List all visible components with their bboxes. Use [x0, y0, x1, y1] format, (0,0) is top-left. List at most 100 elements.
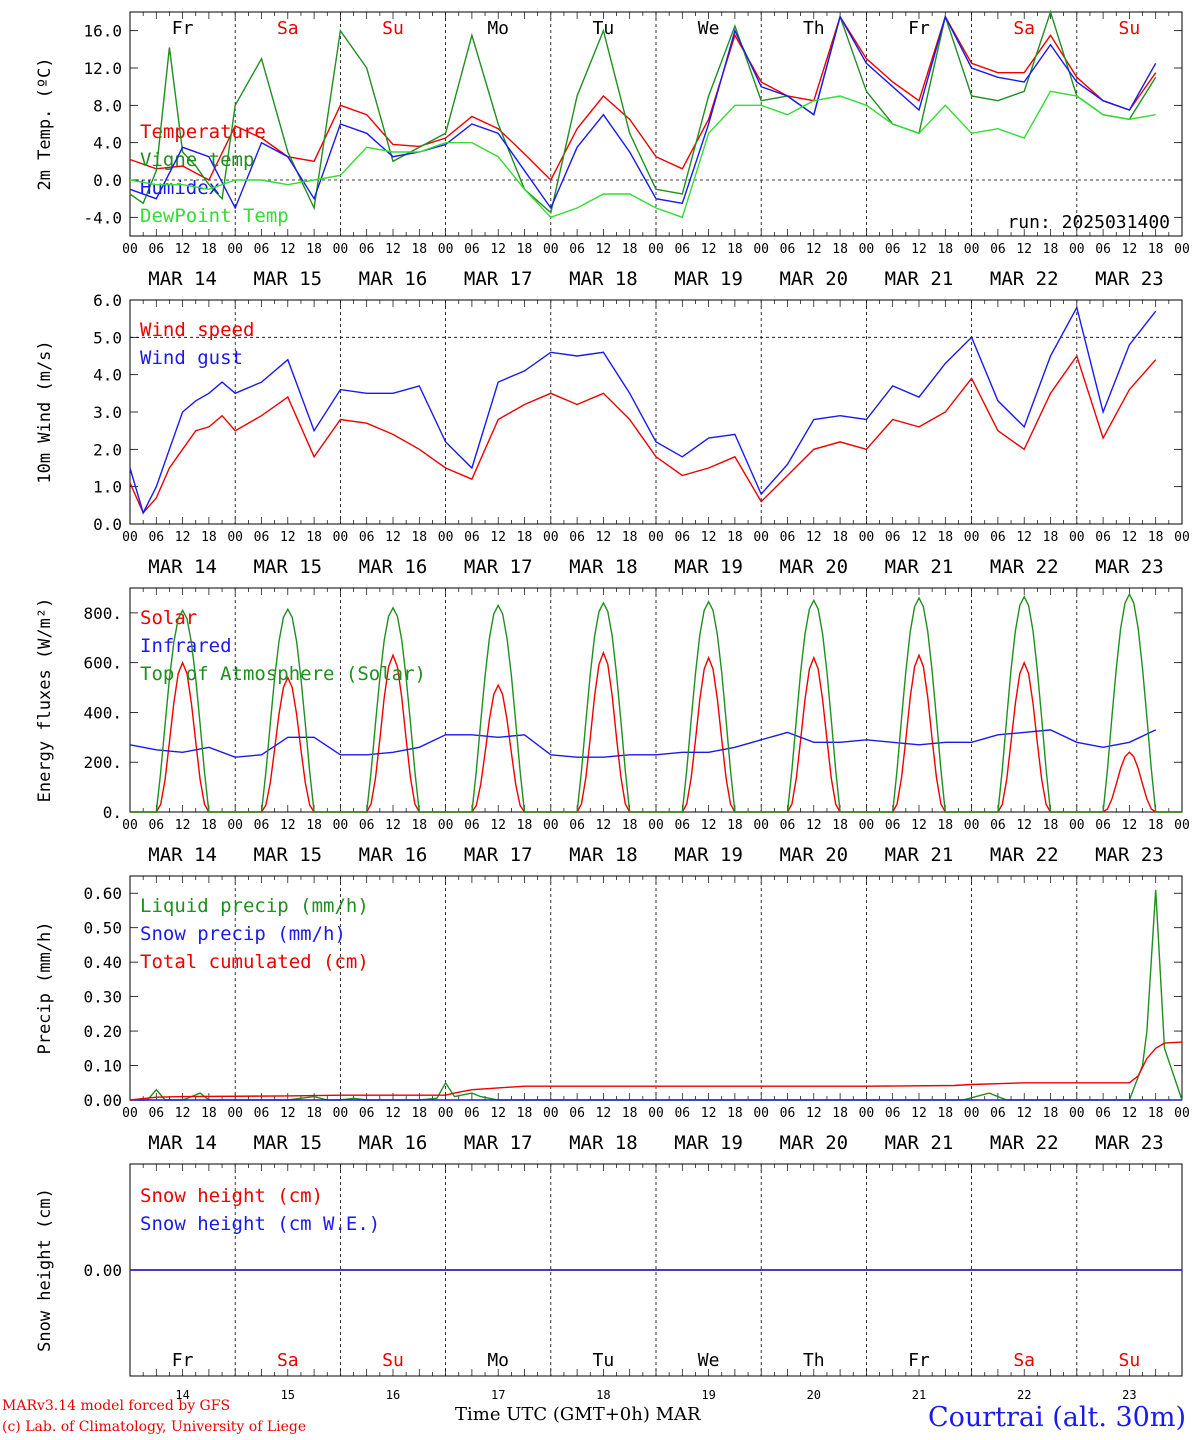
x-hour-label: 18 [727, 242, 743, 257]
day-number-label: 21 [912, 1388, 926, 1402]
legend-entry: Wind speed [140, 319, 254, 341]
x-hour-label: 00 [543, 818, 559, 833]
y-tick-label: 16.0 [83, 22, 122, 41]
x-hour-label: 12 [385, 818, 401, 833]
x-hour-label: 18 [832, 242, 848, 257]
x-hour-label: 06 [885, 1106, 901, 1121]
x-hour-label: 00 [1174, 242, 1190, 257]
x-hour-label: 12 [385, 1106, 401, 1121]
x-date-label: MAR 15 [253, 844, 322, 866]
x-date-label: MAR 20 [779, 556, 848, 578]
x-date-label: MAR 19 [674, 268, 743, 290]
y-tick-label: 4.0 [93, 134, 122, 153]
x-hour-label: 12 [1016, 1106, 1032, 1121]
legend-entry: Infrared [140, 635, 232, 657]
x-date-label: MAR 21 [885, 556, 954, 578]
x-hour-label: 00 [648, 818, 664, 833]
x-hour-label: 06 [254, 818, 270, 833]
x-hour-label: 00 [227, 818, 243, 833]
y-tick-label: 0. [103, 803, 122, 822]
y-tick-label: 600. [83, 654, 122, 673]
y-axis-label: Snow height (cm) [35, 1188, 55, 1352]
x-hour-label: 06 [464, 818, 480, 833]
x-hour-label: 12 [490, 818, 506, 833]
x-hour-label: 00 [438, 242, 454, 257]
x-hour-label: 00 [227, 242, 243, 257]
time-axis-month: MAR [655, 1404, 701, 1425]
x-hour-label: 12 [701, 530, 717, 545]
x-hour-label: 12 [806, 818, 822, 833]
x-hour-label: 06 [674, 242, 690, 257]
legend-entry: Snow precip (mm/h) [140, 923, 346, 945]
panel-1-frame [129, 11, 1183, 237]
x-hour-label: 12 [701, 818, 717, 833]
x-hour-label: 12 [490, 1106, 506, 1121]
x-hour-label: 06 [464, 242, 480, 257]
x-hour-label: 18 [727, 530, 743, 545]
x-hour-label: 00 [859, 818, 875, 833]
legend-entry: Temperature [140, 121, 266, 143]
y-axis-label: 10m Wind (m/s) [35, 340, 55, 483]
x-hour-label: 00 [333, 1106, 349, 1121]
x-hour-label: 00 [1069, 818, 1085, 833]
x-hour-label: 18 [622, 530, 638, 545]
x-hour-label: 18 [201, 1106, 217, 1121]
x-hour-label: 18 [306, 530, 322, 545]
x-hour-label: 00 [543, 1106, 559, 1121]
x-date-label: MAR 22 [990, 844, 1059, 866]
x-hour-label: 00 [333, 530, 349, 545]
x-hour-label: 18 [517, 242, 533, 257]
x-hour-label: 18 [306, 818, 322, 833]
x-hour-label: 06 [885, 818, 901, 833]
x-hour-label: 12 [175, 1106, 191, 1121]
x-hour-label: 06 [674, 530, 690, 545]
x-date-label: MAR 18 [569, 268, 638, 290]
x-hour-label: 12 [911, 1106, 927, 1121]
series-line-dewpoint-temp [129, 90, 1156, 219]
x-date-label: MAR 23 [1095, 1132, 1164, 1154]
x-hour-label: 06 [1095, 1106, 1111, 1121]
x-hour-label: 12 [911, 530, 927, 545]
x-date-label: MAR 16 [359, 844, 428, 866]
x-date-label: MAR 15 [253, 1132, 322, 1154]
x-hour-label: 18 [306, 1106, 322, 1121]
x-hour-label: 18 [1148, 1106, 1164, 1121]
x-hour-label: 18 [1043, 1106, 1059, 1121]
x-hour-label: 12 [490, 242, 506, 257]
weekday-label: Mo [487, 1350, 509, 1371]
x-hour-label: 12 [385, 242, 401, 257]
x-date-label: MAR 17 [464, 556, 533, 578]
weekday-label: Tu [593, 18, 615, 39]
x-date-label: MAR 14 [148, 1132, 217, 1154]
x-hour-label: 06 [359, 242, 375, 257]
y-tick-label: 0.0 [93, 515, 122, 534]
legend-entry: Vigne temp [140, 149, 254, 171]
x-hour-label: 18 [727, 1106, 743, 1121]
x-date-label: MAR 18 [569, 844, 638, 866]
x-date-label: MAR 14 [148, 268, 217, 290]
x-hour-label: 06 [359, 818, 375, 833]
weekday-label: Sa [277, 1350, 299, 1371]
x-hour-label: 18 [201, 242, 217, 257]
x-hour-label: 06 [254, 530, 270, 545]
y-tick-label: -4.0 [83, 208, 122, 227]
legend-entry: Solar [140, 607, 197, 629]
x-date-label: MAR 14 [148, 844, 217, 866]
x-hour-label: 00 [333, 242, 349, 257]
weekday-label: We [698, 1350, 720, 1371]
x-hour-label: 00 [543, 242, 559, 257]
x-date-label: MAR 23 [1095, 556, 1164, 578]
y-axis-label: Energy fluxes (W/m²) [35, 598, 55, 803]
x-hour-label: 18 [937, 530, 953, 545]
y-tick-label: 3.0 [93, 403, 122, 422]
x-hour-label: 18 [411, 818, 427, 833]
x-hour-label: 06 [990, 242, 1006, 257]
x-hour-label: 12 [490, 530, 506, 545]
x-hour-label: 12 [596, 242, 612, 257]
y-tick-label: 0.00 [83, 1091, 122, 1110]
x-hour-label: 00 [438, 1106, 454, 1121]
x-hour-label: 00 [227, 1106, 243, 1121]
x-hour-label: 06 [780, 242, 796, 257]
x-hour-label: 06 [569, 530, 585, 545]
x-hour-label: 12 [596, 1106, 612, 1121]
